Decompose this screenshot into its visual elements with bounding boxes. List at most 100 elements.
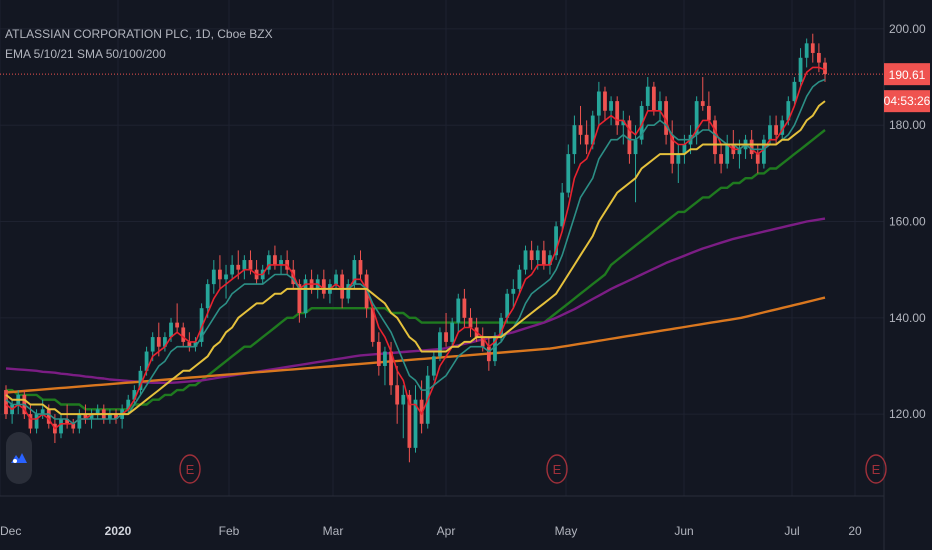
candle [523,245,528,275]
ma-line-ema21 [5,100,826,416]
candle-body [126,399,131,410]
candle-body [499,317,503,338]
earnings-marker-circle [546,454,568,484]
x-tick-label: Jun [674,524,693,538]
candle-body [376,341,381,366]
candle [651,81,656,116]
candle-body [517,269,522,289]
candle [548,250,552,275]
candle [230,255,235,280]
indicator-label[interactable]: EMA 5/10/21 SMA 50/100/200 [5,47,166,61]
candle-body [59,418,63,434]
candle-body [596,91,601,116]
candle [444,313,448,347]
candle [658,91,662,121]
candle-body [700,101,705,106]
candle-body [664,101,668,135]
ema-lines [5,66,826,430]
candle-body [456,298,461,323]
candle [395,365,400,424]
candle-body [633,139,638,155]
candle-body [419,399,424,424]
candle-body [694,101,699,135]
candle-body [468,317,473,328]
candle [383,346,387,386]
candle [792,77,797,106]
candle [621,110,626,145]
earnings-marker: E [546,454,568,484]
candle-body [792,81,797,102]
candle-body [566,154,571,193]
ma-line-sma50 [6,129,826,411]
candle-body [444,332,448,342]
candle [780,115,785,140]
candle-body [358,260,363,275]
candle-body [266,255,271,270]
candle [303,274,308,318]
x-tick-label: 20 [848,524,862,538]
candle-body [682,144,687,155]
earnings-marker-label: E [186,462,195,477]
candle-body [169,322,173,338]
candle-body [529,250,534,261]
candle [297,279,302,323]
candle-body [658,101,662,111]
candle-body [205,284,210,309]
candle-body [321,279,326,294]
candle [175,303,180,333]
candle [266,250,271,275]
candle-body [627,120,632,155]
symbol-title[interactable]: ATLASSIAN CORPORATION PLC, 1D, Cboe BZX [5,27,273,41]
candle-body [572,125,577,155]
candle-body [199,308,204,342]
candle-body [816,52,821,63]
y-tick-label: 200.00 [889,22,926,36]
candle [211,260,216,294]
candle-body [706,105,711,121]
candle [511,279,516,309]
tradingview-logo[interactable] [6,432,32,484]
candle-body [389,351,393,386]
price-axis[interactable]: 120.00 140.00 160.00 180.00 200.00 190.61 04:5… [884,22,931,421]
candle-body [248,260,253,270]
candle [798,48,803,87]
candle-body [719,154,723,164]
candle-body [83,414,88,419]
chart-legend: ATLASSIAN CORPORATION PLC, 1D, Cboe BZX … [5,24,273,64]
candle [517,264,522,294]
candle-body [279,260,283,265]
candle-body [645,86,650,106]
y-tick-label: 160.00 [889,215,926,229]
candle-body [46,409,51,424]
earnings-marker-circle [179,454,201,484]
candle [700,77,705,111]
candle-body [737,149,742,155]
countdown-value: 04:53:26 [884,94,931,108]
candle-body [541,250,546,265]
candle [706,91,711,131]
candle [554,221,558,261]
candle [108,409,112,424]
candle-body [193,341,198,347]
candle-body [548,255,552,265]
candle [218,255,222,289]
y-tick-label: 120.00 [889,407,926,421]
candle [670,120,675,174]
x-tick-label: Apr [437,524,456,538]
candle [242,255,247,280]
candle-body [163,337,167,347]
last-price-tag [884,63,930,86]
candle-body [823,62,827,75]
candle-body [431,356,436,376]
y-tick-label: 140.00 [889,311,926,325]
candle-body [40,409,45,415]
candle-body [34,414,39,429]
candle [95,404,100,419]
candle-body [175,322,180,328]
time-axis[interactable]: Dec 2020 Feb Mar Apr May Jun Jul 20 [0,524,862,538]
candle-body [438,332,442,357]
candle [401,385,406,439]
candle-body [352,260,357,285]
candle [334,269,338,289]
